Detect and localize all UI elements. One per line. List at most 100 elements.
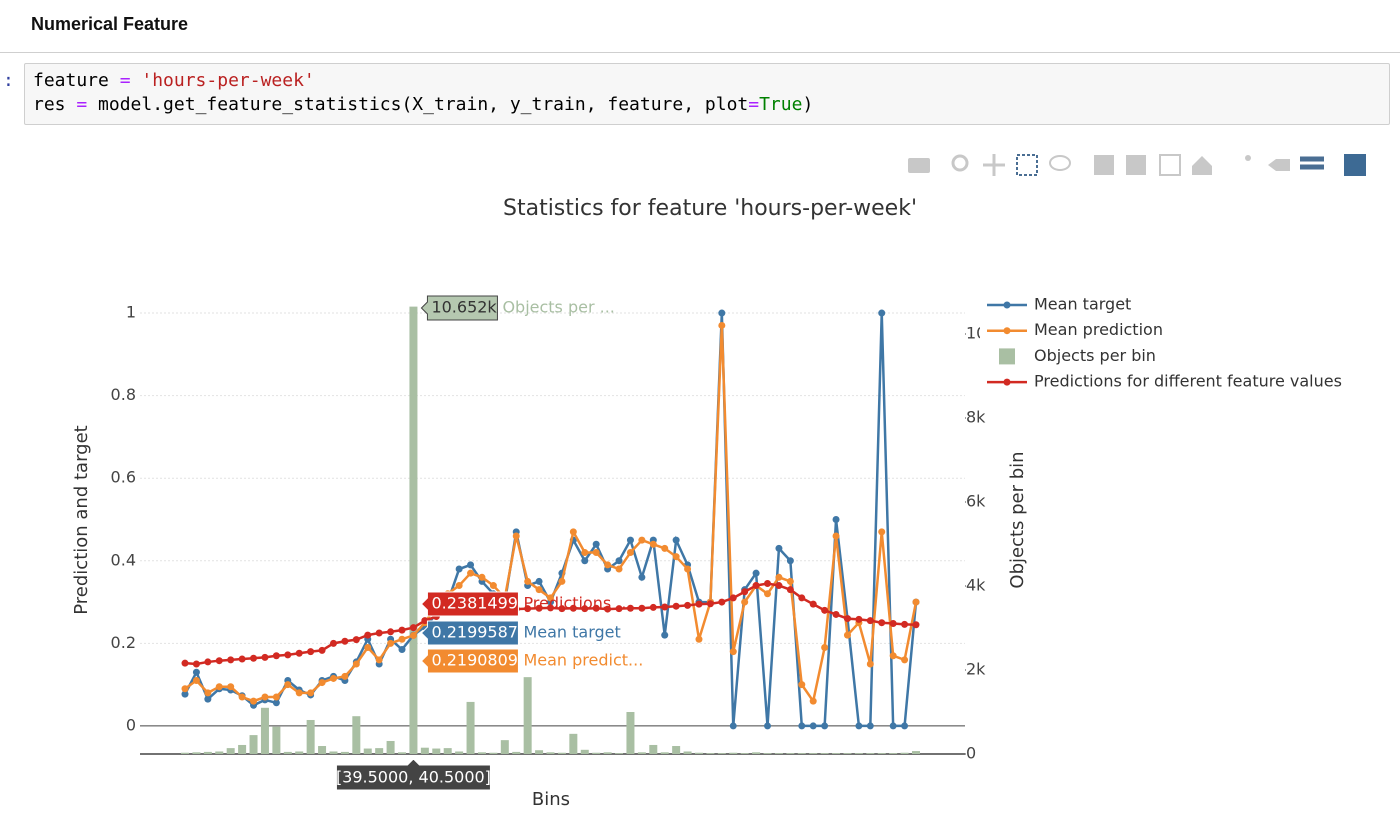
bar <box>866 753 875 754</box>
bar <box>912 751 920 754</box>
marker <box>318 646 326 654</box>
y2-tick-label: 0 <box>966 744 976 763</box>
marker <box>809 697 817 705</box>
marker <box>684 565 692 573</box>
bar <box>215 751 224 754</box>
bar <box>409 306 418 754</box>
marker <box>741 598 749 606</box>
bar <box>580 749 589 754</box>
bar <box>260 707 269 754</box>
bar <box>717 753 726 754</box>
marker <box>718 598 726 606</box>
marker <box>535 577 543 585</box>
bar <box>843 753 852 754</box>
hover-closest-icon[interactable] <box>1268 159 1290 171</box>
marker <box>764 590 772 598</box>
marker <box>387 628 395 636</box>
marker <box>352 660 360 668</box>
bar <box>603 752 612 754</box>
legend-swatch <box>999 348 1015 365</box>
marker <box>238 693 246 701</box>
bar <box>306 719 315 754</box>
marker <box>729 722 737 730</box>
marker <box>649 540 657 548</box>
code-cell[interactable]: feature = 'hours-per-week' res = model.g… <box>24 63 1390 125</box>
marker <box>855 615 863 623</box>
bar <box>352 716 361 754</box>
bar <box>398 752 407 754</box>
bar <box>295 751 304 754</box>
bar <box>535 750 544 754</box>
marker <box>604 561 612 569</box>
bar <box>386 740 395 754</box>
marker <box>752 582 760 590</box>
bar <box>763 753 772 754</box>
marker <box>592 604 600 612</box>
box-select-icon[interactable] <box>1016 154 1038 176</box>
hover-compare-icon[interactable] <box>1300 156 1324 170</box>
marker <box>558 577 566 585</box>
marker <box>912 621 920 629</box>
code-token: = <box>108 70 142 91</box>
bar <box>226 748 235 754</box>
marker <box>375 656 383 664</box>
zoom-icon[interactable] <box>951 154 969 172</box>
marker <box>535 604 543 612</box>
hover-label-box <box>420 648 519 674</box>
spike-icon[interactable] <box>1245 155 1251 161</box>
marker <box>615 557 623 565</box>
pan-icon[interactable] <box>983 154 1005 176</box>
marker <box>672 602 680 610</box>
marker <box>878 619 886 627</box>
bar <box>238 744 247 754</box>
marker <box>661 603 669 611</box>
marker <box>775 544 783 552</box>
marker <box>375 629 383 637</box>
marker <box>272 693 280 701</box>
marker <box>695 635 703 643</box>
bar <box>546 752 555 754</box>
marker <box>512 532 520 540</box>
y-tick-label: 1 <box>126 303 136 322</box>
marker <box>729 648 737 656</box>
marker <box>295 649 303 657</box>
marker <box>786 577 794 585</box>
lasso-icon[interactable] <box>1049 155 1071 171</box>
bar <box>569 733 578 754</box>
marker <box>581 605 589 613</box>
legend-label: Objects per bin <box>1034 346 1156 365</box>
x-hover-box <box>335 758 491 791</box>
bar <box>706 753 715 754</box>
marker <box>227 656 235 664</box>
marker <box>855 722 863 730</box>
camera-icon[interactable] <box>908 158 930 173</box>
bar <box>649 744 658 754</box>
marker <box>364 631 372 639</box>
marker <box>615 565 623 573</box>
code-token: res <box>33 94 66 115</box>
bar <box>375 748 384 754</box>
marker <box>695 600 703 608</box>
cell-prompt: : <box>3 70 14 91</box>
marker <box>878 309 886 317</box>
bar <box>432 748 441 754</box>
zoom-out-icon[interactable] <box>1126 155 1146 175</box>
hover-value: 0.2199587 <box>431 623 518 642</box>
bar <box>443 748 452 754</box>
plotly-logo[interactable] <box>1344 154 1366 176</box>
y2-tick-label: 2k <box>966 660 986 679</box>
marker <box>307 689 315 697</box>
marker <box>307 648 315 656</box>
reset-icon[interactable] <box>1192 156 1212 175</box>
marker <box>809 722 817 730</box>
marker <box>843 631 851 639</box>
zoom-in-icon[interactable] <box>1094 155 1114 175</box>
bar <box>797 753 806 754</box>
code-line: res = model.get_feature_statistics(X_tra… <box>33 94 813 115</box>
y-tick-label: 0.2 <box>111 633 136 652</box>
marker <box>729 594 737 602</box>
autoscale-icon[interactable] <box>1159 154 1181 176</box>
hover-value: 0.2190809 <box>431 651 518 670</box>
modebar <box>908 154 1366 176</box>
